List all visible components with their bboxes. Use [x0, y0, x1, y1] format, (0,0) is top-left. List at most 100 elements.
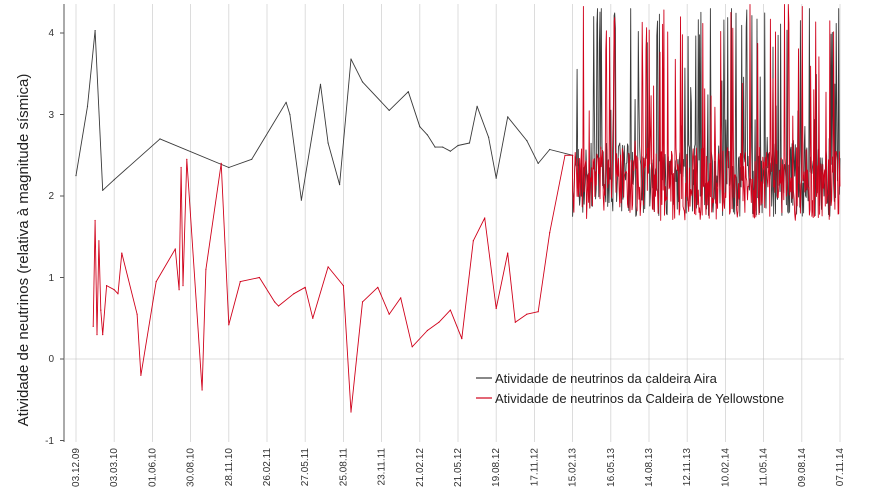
data-point	[319, 83, 322, 85]
data-point	[327, 142, 329, 144]
y-tick-label: 1	[48, 273, 54, 284]
data-point	[312, 317, 314, 319]
data-point	[293, 293, 295, 295]
data-point	[274, 301, 276, 303]
y-tick-label: 0	[48, 354, 54, 365]
data-point	[488, 136, 490, 138]
data-point	[419, 126, 421, 128]
data-point	[98, 240, 100, 242]
data-point	[572, 154, 574, 156]
x-tick-label: 21.02.12	[415, 448, 426, 487]
data-point	[426, 134, 428, 136]
data-point	[102, 334, 104, 336]
vertical-gridlines	[75, 4, 841, 442]
y-tick-label: 4	[48, 28, 54, 39]
x-tick-label: 27.05.11	[300, 448, 311, 487]
legend: Atividade de neutrinos da caldeira Aira …	[476, 371, 784, 406]
data-point	[434, 146, 436, 148]
x-tick-label: 07.11.14	[835, 448, 846, 487]
data-point	[121, 252, 123, 254]
data-point	[388, 313, 390, 315]
y-tick-marks	[60, 32, 64, 441]
data-point	[140, 374, 142, 376]
x-tick-label: 09.08.14	[797, 448, 808, 487]
x-tick-label: 03.03.10	[109, 448, 120, 487]
data-point	[228, 166, 230, 169]
y-axis-title: Atividade de neutrinos (relativa à magni…	[15, 74, 32, 427]
data-point	[495, 307, 497, 310]
data-point	[277, 305, 280, 307]
data-point	[106, 285, 108, 287]
x-tick-label: 19.08.12	[491, 448, 502, 487]
data-point	[178, 289, 180, 291]
data-point	[388, 109, 390, 111]
data-point	[155, 281, 157, 283]
data-point	[86, 105, 89, 107]
data-point	[495, 177, 497, 179]
y-tick-label: 2	[48, 191, 54, 202]
data-point	[251, 158, 253, 160]
data-point	[476, 105, 478, 107]
x-tick-label: 16.05.13	[606, 448, 617, 487]
data-point	[361, 301, 364, 303]
x-tick-label: 01.06.10	[147, 448, 158, 487]
data-point	[507, 116, 509, 118]
data-point	[507, 252, 509, 254]
data-point	[411, 346, 413, 348]
y-tick-label: -1	[45, 436, 54, 447]
data-point	[526, 313, 528, 315]
x-tick-label: 03.12.09	[71, 448, 82, 487]
data-point	[159, 138, 161, 140]
x-tick-label: 15.02.13	[568, 448, 579, 487]
data-point	[426, 329, 428, 332]
data-point	[449, 150, 451, 152]
data-point	[289, 113, 291, 116]
data-point	[258, 276, 260, 279]
data-point	[377, 286, 379, 288]
data-point	[180, 166, 182, 169]
data-point	[339, 184, 341, 186]
data-point	[113, 179, 115, 181]
data-point	[182, 285, 184, 287]
x-tick-label: 14.08.13	[644, 448, 655, 487]
data-point	[102, 189, 104, 191]
data-point	[100, 309, 102, 311]
data-point	[438, 321, 440, 323]
data-point	[201, 389, 203, 391]
data-point	[75, 175, 77, 177]
x-tick-labels: 03.12.09 03.03.10 01.06.10 30.08.10 28.11.10…	[71, 448, 846, 487]
series-line-yellowstone	[92, 4, 841, 413]
data-point	[174, 248, 176, 250]
data-point	[407, 91, 409, 93]
series-line-aira	[75, 8, 841, 217]
data-point	[350, 58, 352, 60]
x-tick-label: 26.02.11	[262, 448, 273, 487]
x-tick-label: 17.11.12	[529, 448, 540, 487]
data-point	[350, 411, 352, 413]
data-point	[514, 321, 516, 323]
data-point	[468, 142, 471, 144]
data-point	[442, 146, 444, 148]
data-point	[186, 158, 188, 160]
data-point	[304, 286, 306, 288]
x-tick-label: 30.08.10	[186, 448, 197, 487]
data-point	[484, 217, 486, 219]
data-point	[327, 266, 329, 268]
data-point	[361, 81, 364, 83]
data-point	[537, 162, 539, 164]
data-point	[94, 219, 96, 222]
data-point	[96, 334, 98, 336]
series-yellowstone	[92, 4, 841, 413]
x-tick-label: 23.11.11	[377, 448, 388, 486]
y-tick-labels: -1 0 1 2 3 4	[45, 28, 54, 447]
data-point	[239, 281, 241, 283]
data-point	[549, 232, 551, 234]
legend-label-aira: Atividade de neutrinos da caldeira Aira	[495, 371, 718, 386]
data-point	[113, 289, 115, 291]
data-point	[117, 293, 119, 295]
x-tick-label: 21.05.12	[453, 448, 464, 487]
data-point	[228, 324, 230, 326]
data-point	[205, 268, 207, 270]
data-point	[285, 101, 287, 103]
